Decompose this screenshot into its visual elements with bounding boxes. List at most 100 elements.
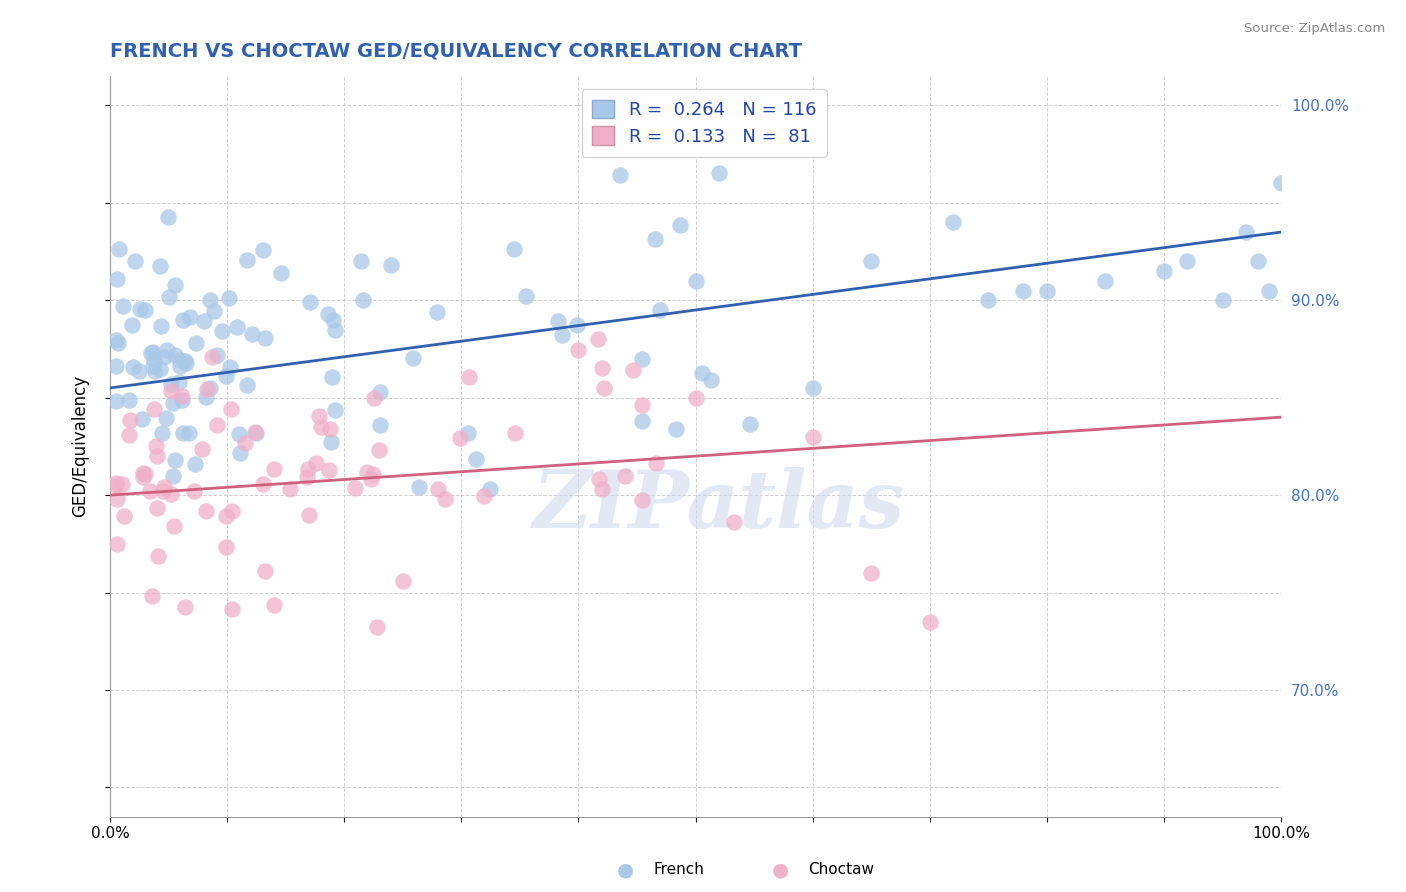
- Point: [321, 369, 343, 384]
- Point: [370, 385, 392, 400]
- Point: [145, 449, 167, 463]
- Point: [201, 350, 224, 364]
- Point: [221, 504, 243, 518]
- Point: [139, 483, 162, 498]
- Point: [977, 293, 1000, 308]
- Point: [179, 425, 201, 440]
- Point: [254, 331, 277, 345]
- Point: [114, 508, 136, 523]
- Point: [174, 600, 197, 615]
- Point: [129, 302, 152, 317]
- Point: [120, 413, 142, 427]
- Point: [134, 302, 156, 317]
- Point: [157, 290, 180, 304]
- Point: [104, 333, 127, 347]
- Point: [176, 356, 198, 370]
- Point: [361, 467, 384, 482]
- Point: [104, 477, 127, 491]
- Point: [322, 312, 344, 326]
- Point: [449, 431, 471, 445]
- Point: [1036, 284, 1059, 298]
- Point: [219, 360, 242, 375]
- Point: [1270, 177, 1292, 191]
- Point: [253, 564, 276, 578]
- Point: [547, 314, 569, 328]
- Point: [169, 353, 191, 368]
- Point: [630, 398, 652, 412]
- Point: [644, 232, 666, 246]
- Point: [350, 254, 373, 268]
- Point: [305, 457, 328, 471]
- Point: [200, 381, 222, 395]
- Point: [918, 615, 941, 629]
- Point: [134, 467, 156, 481]
- Point: [104, 359, 127, 373]
- Point: [105, 475, 128, 490]
- Point: [311, 419, 333, 434]
- Point: [319, 422, 342, 436]
- Point: [150, 319, 173, 334]
- Point: [148, 549, 170, 563]
- Point: [588, 332, 610, 346]
- Point: [179, 310, 201, 324]
- Point: [121, 359, 143, 374]
- Point: [143, 364, 166, 378]
- Point: [184, 457, 207, 471]
- Point: [228, 427, 250, 442]
- Point: [163, 519, 186, 533]
- Point: [588, 472, 610, 486]
- Point: [316, 307, 339, 321]
- Point: [149, 259, 172, 273]
- Point: [1012, 284, 1035, 298]
- Point: [193, 313, 215, 327]
- Point: [107, 336, 129, 351]
- Point: [567, 343, 589, 357]
- Point: [215, 509, 238, 524]
- Point: [165, 347, 187, 361]
- Point: [319, 435, 342, 450]
- Point: [464, 452, 486, 467]
- Point: [685, 274, 707, 288]
- Point: [665, 422, 688, 436]
- Point: [650, 303, 672, 318]
- Point: [205, 348, 228, 362]
- Point: [155, 343, 177, 357]
- Point: [172, 312, 194, 326]
- Point: [297, 462, 319, 476]
- Point: [295, 470, 318, 484]
- Point: [194, 504, 217, 518]
- Point: [160, 487, 183, 501]
- Point: [160, 376, 183, 391]
- Point: [156, 210, 179, 224]
- Point: [252, 476, 274, 491]
- Point: [1212, 293, 1234, 308]
- Text: French: French: [654, 863, 704, 877]
- Point: [366, 619, 388, 633]
- Point: [308, 409, 330, 424]
- Point: [146, 500, 169, 515]
- Point: [860, 566, 883, 580]
- Point: [112, 299, 135, 313]
- Point: [515, 288, 537, 302]
- Point: [131, 411, 153, 425]
- Legend: R =  0.264   N = 116, R =  0.133   N =  81: R = 0.264 N = 116, R = 0.133 N = 81: [582, 89, 827, 156]
- Point: [172, 425, 194, 440]
- Point: [211, 325, 233, 339]
- Point: [323, 403, 346, 417]
- Text: FRENCH VS CHOCTAW GED/EQUIVALENCY CORRELATION CHART: FRENCH VS CHOCTAW GED/EQUIVALENCY CORREL…: [110, 42, 801, 61]
- Point: [298, 508, 321, 522]
- Point: [801, 430, 824, 444]
- Point: [105, 272, 128, 286]
- Point: [131, 466, 153, 480]
- Point: [352, 293, 374, 307]
- Point: [408, 480, 430, 494]
- Point: [700, 373, 723, 387]
- Point: [155, 411, 177, 425]
- Point: [142, 359, 165, 374]
- Point: [149, 362, 172, 376]
- Point: [645, 456, 668, 470]
- Point: [474, 489, 496, 503]
- Point: [219, 402, 242, 417]
- Point: [142, 353, 165, 368]
- Point: [368, 442, 391, 457]
